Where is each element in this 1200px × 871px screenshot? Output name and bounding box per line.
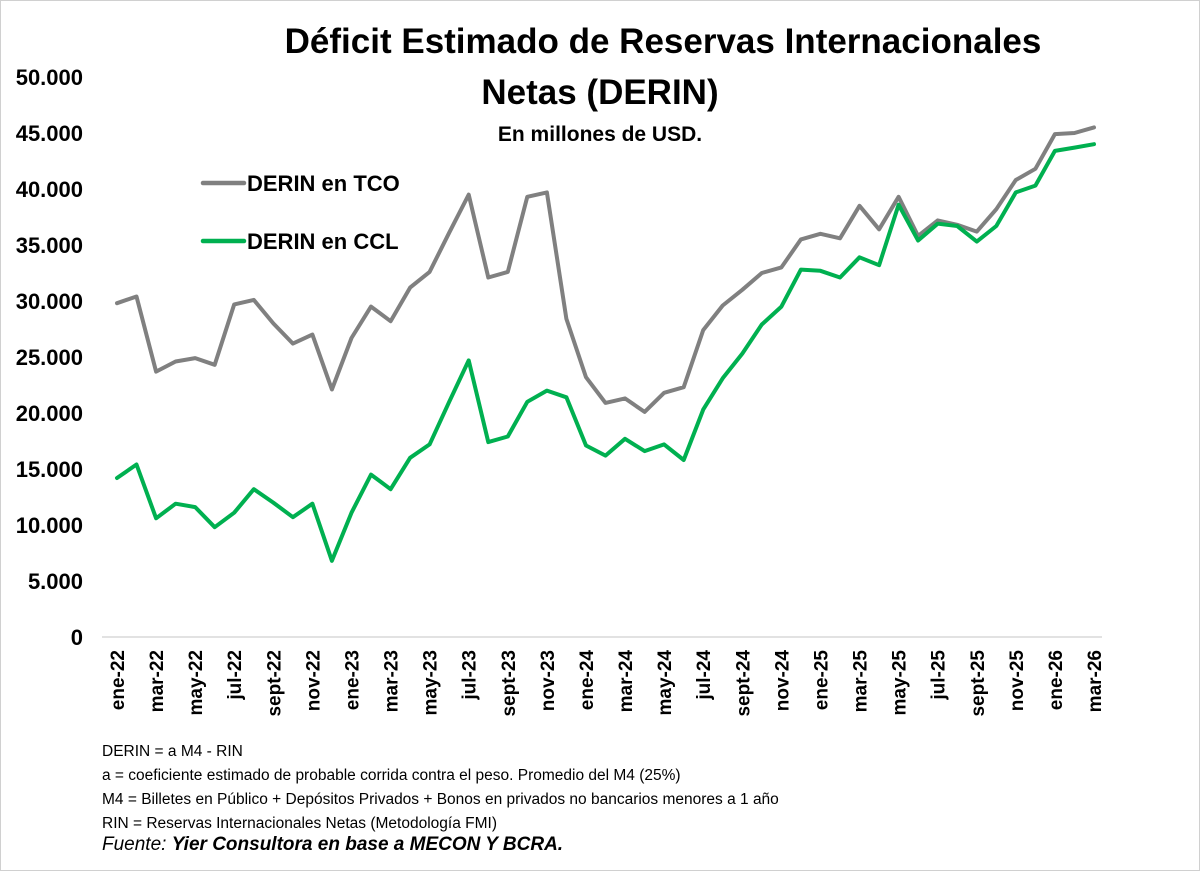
x-tick-label: mar-26 [1085,650,1106,712]
series-line-derin-ccl [115,142,1096,563]
y-tick-label: 25.000 [16,345,83,370]
source-text: Yier Consultora en base a MECON Y BCRA. [171,834,564,855]
methodology-notes: DERIN = a M4 - RIN a = coeficiente estim… [102,740,1182,836]
y-tick-label: 15.000 [16,457,83,482]
x-tick-label: sept-23 [499,650,520,717]
note-coefficient: a = coeficiente estimado de probable cor… [102,767,681,784]
x-tick-label: may-23 [421,650,442,716]
x-tick-label: ene-25 [811,650,832,711]
x-tick-label: mar-25 [851,650,872,713]
note-derin: DERIN = a M4 - RIN [102,743,243,760]
x-tick-label: ene-24 [577,650,598,711]
legend-label: DERIN en CCL [247,229,399,254]
x-tick-label: sept-25 [968,650,989,717]
chart-title-line2: Netas (DERIN) [481,73,718,112]
x-tick-label: jul-24 [694,650,715,701]
legend-label: DERIN en TCO [247,171,400,196]
x-tick-label: may-22 [186,650,207,716]
x-tick-label: ene-22 [108,650,129,710]
x-tick-label: jul-23 [460,650,481,701]
y-tick-label: 30.000 [16,289,83,314]
chart-subtitle: En millones de USD. [498,123,702,146]
y-tick-label: 20.000 [16,401,83,426]
x-tick-label: mar-24 [616,650,637,713]
x-tick-label: jul-25 [929,650,950,701]
note-m4: M4 = Billetes en Público + Depósitos Pri… [102,791,779,808]
x-tick-label: may-25 [890,650,911,716]
series-line-derin-tco [115,125,1096,414]
legend: DERIN en TCO DERIN en CCL [200,171,400,254]
x-tick-label: sept-22 [264,650,285,717]
y-axis: 0 5.000 10.000 15.000 20.000 25.000 30.000 35.0… [16,65,83,650]
x-axis: ene-22 mar-22 may-22 jul-22 sept-22 nov-22 ene… [108,650,1106,717]
y-tick-label: 50.000 [16,65,83,90]
y-tick-label: 45.000 [16,121,83,146]
x-tick-label: sept-24 [733,650,754,717]
x-tick-label: ene-26 [1046,650,1067,710]
chart-title-line1: Déficit Estimado de Reservas Internacion… [285,22,1042,61]
x-tick-label: ene-23 [342,650,363,710]
x-tick-label: may-24 [655,650,676,716]
x-tick-label: nov-25 [1007,650,1028,712]
y-tick-label: 10.000 [16,513,83,538]
x-tick-label: mar-22 [147,650,168,712]
y-tick-label: 35.000 [16,233,83,258]
note-rin: RIN = Reservas Internacionales Netas (Me… [102,815,497,832]
source-prefix: Fuente: [102,834,172,855]
x-tick-label: nov-22 [303,650,324,711]
y-tick-label: 5.000 [28,569,83,594]
source-note: Fuente: Yier Consultora en base a MECON … [102,834,563,856]
x-tick-label: jul-22 [225,650,246,701]
series-lines [115,125,1096,563]
x-tick-label: nov-23 [538,650,559,711]
y-tick-label: 40.000 [16,177,83,202]
x-tick-label: nov-24 [772,650,793,712]
y-tick-label: 0 [71,625,83,650]
x-tick-label: mar-23 [382,650,403,712]
